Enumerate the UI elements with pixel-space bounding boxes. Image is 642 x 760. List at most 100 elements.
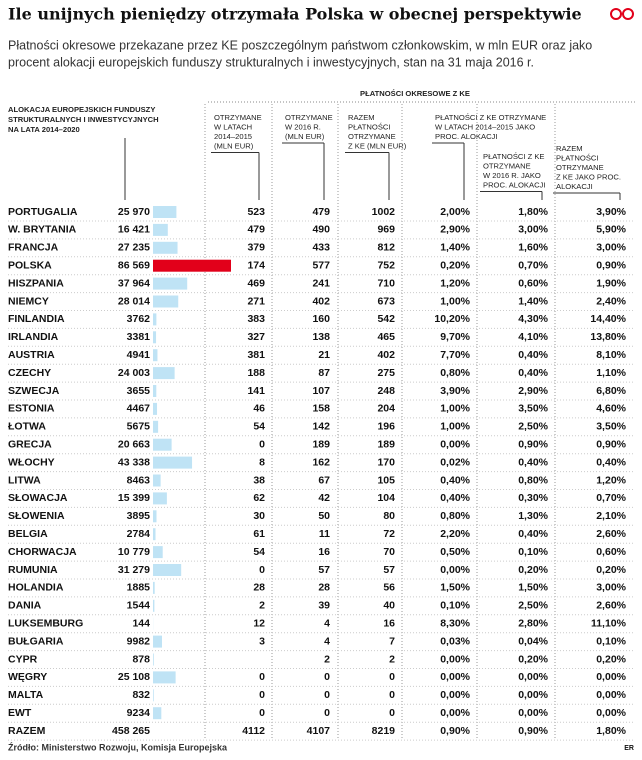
- allocation-label: 1885: [127, 582, 151, 594]
- column-header: (MLN EUR): [214, 142, 254, 151]
- cell: 0: [259, 438, 265, 450]
- column-header: Z KE (MLN EUR): [348, 142, 407, 151]
- bar: [153, 599, 155, 612]
- cell: 577: [312, 259, 330, 271]
- cell: 162: [312, 456, 330, 468]
- cell: 8,30%: [440, 617, 470, 629]
- column-header: (MLN EUR): [285, 132, 325, 141]
- cell: 3,90%: [596, 206, 626, 218]
- cell: 0,00%: [440, 671, 470, 683]
- cell: 1,80%: [596, 725, 626, 737]
- cell: 3,50%: [518, 403, 548, 415]
- cell: 969: [377, 224, 395, 236]
- cell: 2,10%: [596, 510, 626, 522]
- column-header: Z KE JAKO PROC.: [556, 173, 621, 182]
- cell: 4,10%: [518, 331, 548, 343]
- cell: 2,90%: [518, 385, 548, 397]
- allocation-label: 25 970: [118, 206, 150, 218]
- cell: 1,20%: [440, 277, 470, 289]
- country: CZECHY: [8, 367, 51, 379]
- cell: 14,40%: [590, 313, 626, 325]
- bar: [153, 241, 178, 254]
- cell: 1,40%: [518, 295, 548, 307]
- country: FRANCJA: [8, 242, 59, 254]
- country: BELGIA: [8, 528, 48, 540]
- column-header: OTRZYMANE: [214, 113, 262, 122]
- cell: 0,20%: [518, 653, 548, 665]
- cell: 57: [383, 564, 395, 576]
- country: DANIA: [8, 600, 42, 612]
- cell: 1,20%: [596, 474, 626, 486]
- bar: [153, 206, 177, 218]
- cell: 39: [318, 600, 330, 612]
- bar: [153, 402, 158, 415]
- allocation-label: 458 265: [112, 725, 150, 737]
- cell: 3,00%: [596, 242, 626, 254]
- cell: 4,60%: [596, 403, 626, 415]
- cell: 0,00%: [440, 564, 470, 576]
- cell: 0,40%: [518, 367, 548, 379]
- cell: 104: [377, 492, 395, 504]
- cell: 0,50%: [440, 546, 470, 558]
- cell: 158: [312, 403, 330, 415]
- cell: 0,90%: [440, 725, 470, 737]
- allocation-label: 3895: [127, 510, 151, 522]
- country: POLSKA: [8, 259, 52, 271]
- cell: 0,40%: [440, 492, 470, 504]
- bar: [153, 295, 179, 308]
- column-header: PŁATNOŚCI Z KE: [483, 152, 544, 161]
- cell: 1,00%: [440, 403, 470, 415]
- cell: 2,00%: [440, 206, 470, 218]
- cell: 0: [259, 707, 265, 719]
- cell: 0,04%: [518, 635, 548, 647]
- country: RAZEM: [8, 725, 46, 737]
- cell: 0,02%: [440, 456, 470, 468]
- bar: [153, 349, 158, 362]
- cell: 30: [253, 510, 265, 522]
- cell: 0,10%: [518, 546, 548, 558]
- cell: 138: [312, 331, 330, 343]
- allocation-header: NA LATA 2014–2020: [8, 125, 80, 134]
- cell: 1,80%: [518, 206, 548, 218]
- cell: 160: [312, 313, 330, 325]
- cell: 0,10%: [596, 635, 626, 647]
- cell: 67: [318, 474, 330, 486]
- source: Źródło: Ministerstwo Rozwoju, Komisja Eu…: [8, 742, 228, 752]
- country: BUŁGARIA: [8, 635, 64, 647]
- cell: 174: [247, 259, 265, 271]
- cell: 1,90%: [596, 277, 626, 289]
- allocation-label: 3655: [127, 385, 151, 397]
- cell: 70: [383, 546, 395, 558]
- country: HOLANDIA: [8, 582, 64, 594]
- cell: 3,00%: [518, 224, 548, 236]
- cell: 1,50%: [440, 582, 470, 594]
- cell: 170: [377, 456, 395, 468]
- column-header: PROC. ALOKACJI: [435, 132, 497, 141]
- bar: [153, 492, 167, 505]
- bar: [153, 367, 175, 380]
- cell: 16: [318, 546, 330, 558]
- cell: 0,30%: [518, 492, 548, 504]
- cell: 0: [324, 707, 330, 719]
- cell: 0,70%: [596, 492, 626, 504]
- column-header: PŁATNOŚCI: [348, 123, 390, 132]
- cell: 38: [253, 474, 265, 486]
- bar: [153, 223, 168, 236]
- allocation-label: 24 003: [118, 367, 150, 379]
- cell: 3,00%: [596, 582, 626, 594]
- cell: 2: [324, 653, 330, 665]
- cell: 0: [324, 689, 330, 701]
- cell: 0,00%: [596, 689, 626, 701]
- allocation-label: 20 663: [118, 438, 150, 450]
- cell: 0,00%: [518, 707, 548, 719]
- cell: 381: [247, 349, 265, 361]
- cell: 2,20%: [440, 528, 470, 540]
- cell: 10,20%: [434, 313, 470, 325]
- country: SŁOWACJA: [8, 492, 68, 504]
- cell: 402: [312, 295, 330, 307]
- cell: 56: [383, 582, 395, 594]
- bar: [153, 564, 182, 576]
- country: RUMUNIA: [8, 564, 58, 576]
- allocation-label: 31 279: [118, 564, 150, 576]
- cell: 5,90%: [596, 224, 626, 236]
